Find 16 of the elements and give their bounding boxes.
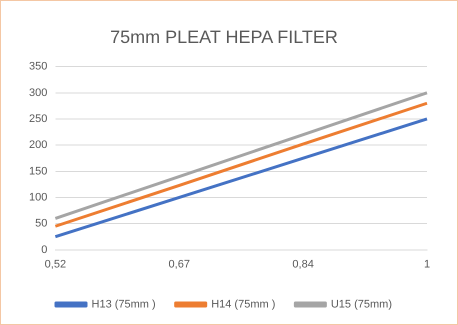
y-tick-label: 250 bbox=[28, 112, 48, 125]
x-tick-label: 0,67 bbox=[168, 258, 190, 270]
x-tick-label: 1 bbox=[424, 258, 430, 270]
chart-title: 75mm PLEAT HEPA FILTER bbox=[110, 26, 338, 47]
legend-label: H13 (75mm ) bbox=[92, 298, 156, 311]
x-tick-label: 0,84 bbox=[292, 258, 314, 270]
legend-label: H14 (75mm ) bbox=[211, 298, 276, 311]
y-tick-label: 350 bbox=[28, 60, 48, 73]
y-tick-label: 100 bbox=[28, 191, 48, 204]
y-tick-label: 150 bbox=[28, 165, 48, 178]
y-tick-label: 50 bbox=[35, 218, 48, 230]
y-tick-label: 0 bbox=[41, 244, 48, 256]
y-tick-label: 300 bbox=[28, 86, 48, 99]
x-tick-label: 0,52 bbox=[44, 258, 66, 270]
y-tick-label: 200 bbox=[28, 139, 48, 152]
legend-label: U15 (75mm) bbox=[330, 298, 392, 311]
